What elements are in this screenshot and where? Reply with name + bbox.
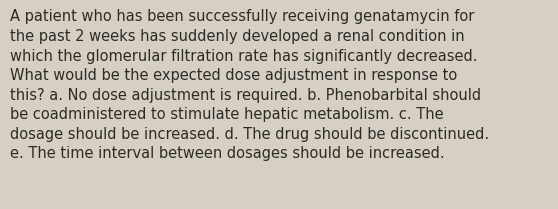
Text: A patient who has been successfully receiving genatamycin for
the past 2 weeks h: A patient who has been successfully rece… — [10, 9, 489, 161]
